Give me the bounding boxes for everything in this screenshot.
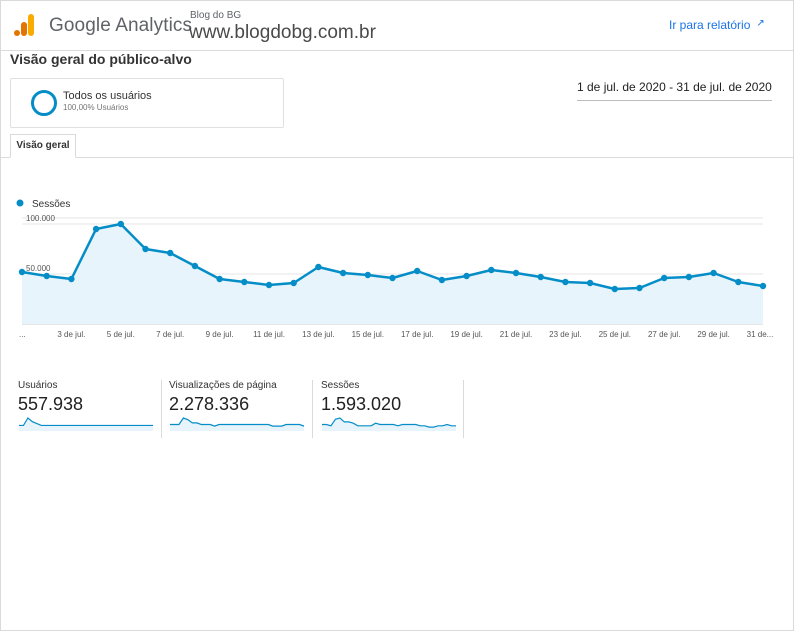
header-bar: Google Analytics Blog do BG www.blogdobg… <box>0 0 794 51</box>
sparkline-line <box>322 417 456 428</box>
x-tick-label: ... <box>19 330 26 339</box>
data-point <box>117 220 125 228</box>
go-to-report-label: Ir para relatório <box>669 18 751 32</box>
page-title: Visão geral do público-alvo <box>10 51 192 67</box>
metric-separator <box>463 380 464 438</box>
x-tick-label: 3 de jul. <box>57 330 85 339</box>
data-point <box>537 273 544 281</box>
external-link-icon: ↗ <box>756 18 765 29</box>
x-tick-label: 29 de jul. <box>697 330 729 339</box>
data-point <box>685 273 693 281</box>
segment-name: Todos os usuários <box>63 90 152 102</box>
metric-sparkline <box>322 417 456 431</box>
y-tick-label: 100.000 <box>26 214 55 223</box>
metric-label: Sessões <box>321 380 360 391</box>
x-tick-label: 31 de... <box>747 330 774 339</box>
brand-name: Google Analytics <box>49 15 193 36</box>
data-point <box>389 274 396 282</box>
analytics-logo-icon <box>14 14 34 36</box>
x-tick-label: 13 de jul. <box>302 330 334 339</box>
data-point <box>18 268 26 276</box>
sessions-chart[interactable]: Sessões 100.000 50.000... 3 de jul. 5 de jul… <box>0 185 794 345</box>
data-point <box>488 266 495 274</box>
data-point <box>512 269 520 277</box>
metric-card-users[interactable]: Usuários 557.938 <box>18 380 156 438</box>
data-point <box>290 279 297 287</box>
metric-value: 1.593.020 <box>321 394 402 414</box>
data-point <box>68 275 75 283</box>
metric-separator <box>312 380 313 438</box>
date-range-picker[interactable]: 1 de jul. de 2020 - 31 de jul. de 2020 <box>577 80 772 101</box>
data-point <box>735 278 742 286</box>
data-point <box>611 285 618 293</box>
tab-overview[interactable]: Visão geral <box>10 134 76 158</box>
metric-value: 557.938 <box>18 394 84 414</box>
data-point <box>364 271 371 279</box>
x-tick-label: 11 de jul. <box>253 330 285 339</box>
x-tick-label: 15 de jul. <box>352 330 384 339</box>
series-area <box>22 224 763 324</box>
metric-separator <box>161 380 162 438</box>
metric-card-pageviews[interactable]: Visualizações de página 2.278.336 <box>169 380 307 438</box>
data-point <box>339 269 347 277</box>
metric-sparkline <box>19 417 153 431</box>
data-point <box>414 267 421 275</box>
segment-share: 100,00% Usuários <box>63 103 129 112</box>
data-point <box>167 249 174 257</box>
data-point <box>562 278 569 286</box>
x-tick-label: 23 de jul. <box>549 330 581 339</box>
data-point <box>43 272 50 280</box>
y-tick-label: 50.000 <box>26 264 51 273</box>
data-point <box>438 276 446 284</box>
tab-divider <box>0 157 794 158</box>
metric-card-sessions[interactable]: Sessões 1.593.020 <box>321 380 459 438</box>
data-point <box>315 263 322 271</box>
x-tick-label: 19 de jul. <box>450 330 482 339</box>
segment-ring-icon <box>31 90 57 116</box>
data-point <box>191 262 199 270</box>
segment-card[interactable]: Todos os usuários 100,00% Usuários <box>10 78 284 128</box>
x-tick-label: 9 de jul. <box>206 330 234 339</box>
data-point <box>265 281 273 289</box>
data-point <box>463 272 470 280</box>
data-point <box>216 275 223 283</box>
metric-value: 2.278.336 <box>169 394 250 414</box>
x-tick-label: 17 de jul. <box>401 330 433 339</box>
data-point <box>710 269 717 277</box>
x-tick-label: 25 de jul. <box>599 330 631 339</box>
sparkline-line <box>170 417 305 427</box>
x-tick-label: 5 de jul. <box>107 330 135 339</box>
data-point <box>92 225 100 233</box>
x-tick-label: 7 de jul. <box>156 330 184 339</box>
data-point <box>661 274 668 282</box>
x-tick-label: 27 de jul. <box>648 330 680 339</box>
data-point <box>241 278 248 286</box>
account-name[interactable]: Blog do BG <box>190 10 242 21</box>
sparkline-line <box>19 417 153 427</box>
data-point <box>759 282 767 290</box>
metric-label: Visualizações de página <box>169 380 277 391</box>
metric-label: Usuários <box>18 380 58 391</box>
data-point <box>636 284 643 292</box>
x-tick-label: 21 de jul. <box>500 330 532 339</box>
data-point <box>586 279 594 287</box>
data-point <box>142 245 149 253</box>
legend-dot-icon <box>16 199 24 207</box>
sparkline-area <box>19 418 153 431</box>
metric-sparkline <box>170 417 305 431</box>
go-to-report-link[interactable]: Ir para relatório ↗ <box>669 18 765 32</box>
property-url[interactable]: www.blogdobg.com.br <box>189 22 376 43</box>
legend-label: Sessões <box>32 199 70 210</box>
